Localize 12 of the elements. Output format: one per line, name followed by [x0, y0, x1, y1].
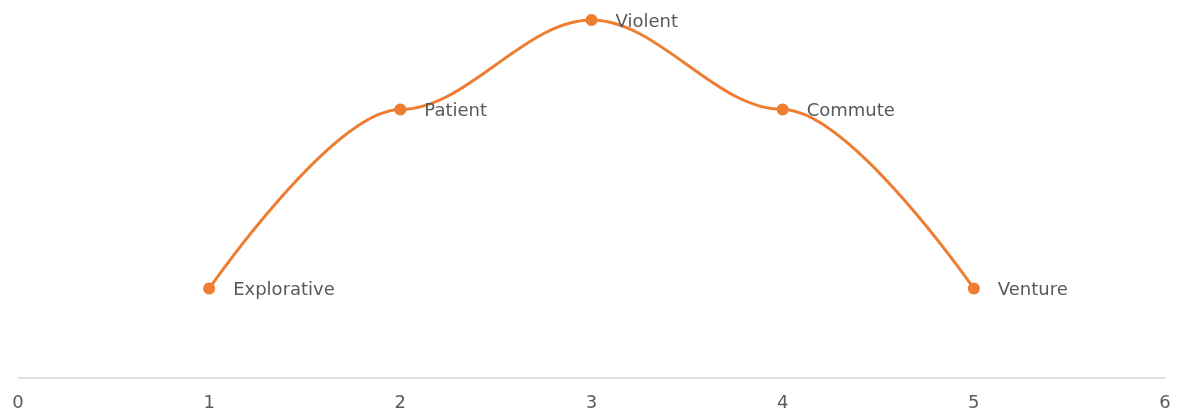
annotation: Explorative [233, 278, 335, 299]
x-tick-label: 6 [1159, 390, 1171, 412]
x-tick-label: 1 [203, 390, 215, 412]
x-tick-label: 0 [12, 390, 24, 412]
annotation: Violent [615, 9, 678, 31]
annotation: Venture [997, 278, 1068, 299]
x-tick-label: 2 [394, 390, 407, 412]
x-tick-label: 5 [968, 390, 980, 412]
annotation: Commute [806, 99, 895, 120]
annotation: Patient [424, 99, 488, 120]
x-tick-label: 4 [776, 390, 789, 412]
x-tick-label: 3 [585, 390, 598, 412]
